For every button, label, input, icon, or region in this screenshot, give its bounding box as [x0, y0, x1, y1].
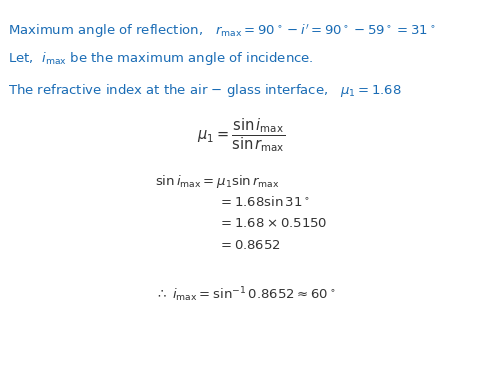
Text: $\therefore\; i_{\mathrm{max}} = \sin^{-1} 0.8652 \approx 60^\circ$: $\therefore\; i_{\mathrm{max}} = \sin^{-… — [155, 285, 335, 304]
Text: $= 1.68 \times 0.5150$: $= 1.68 \times 0.5150$ — [218, 217, 327, 230]
Text: Maximum angle of reflection,   $r_{\mathrm{max}} = 90^\circ - i^{\prime} = 90^\c: Maximum angle of reflection, $r_{\mathrm… — [8, 22, 435, 40]
Text: The refractive index at the air $-$ glass interface,   $\mu_1 = 1.68$: The refractive index at the air $-$ glas… — [8, 82, 402, 99]
Text: Let,  $i_{\mathrm{max}}$ be the maximum angle of incidence.: Let, $i_{\mathrm{max}}$ be the maximum a… — [8, 50, 313, 67]
Text: $= 0.8652$: $= 0.8652$ — [218, 239, 281, 252]
Text: $\mu_1 = \dfrac{\sin i_{\mathrm{max}}}{\sin r_{\mathrm{max}}}$: $\mu_1 = \dfrac{\sin i_{\mathrm{max}}}{\… — [197, 116, 285, 154]
Text: $\sin i_{\mathrm{max}} = \mu_1 \sin r_{\mathrm{max}}$: $\sin i_{\mathrm{max}} = \mu_1 \sin r_{\… — [155, 173, 280, 190]
Text: $= 1.68\sin 31^\circ$: $= 1.68\sin 31^\circ$ — [218, 195, 310, 209]
